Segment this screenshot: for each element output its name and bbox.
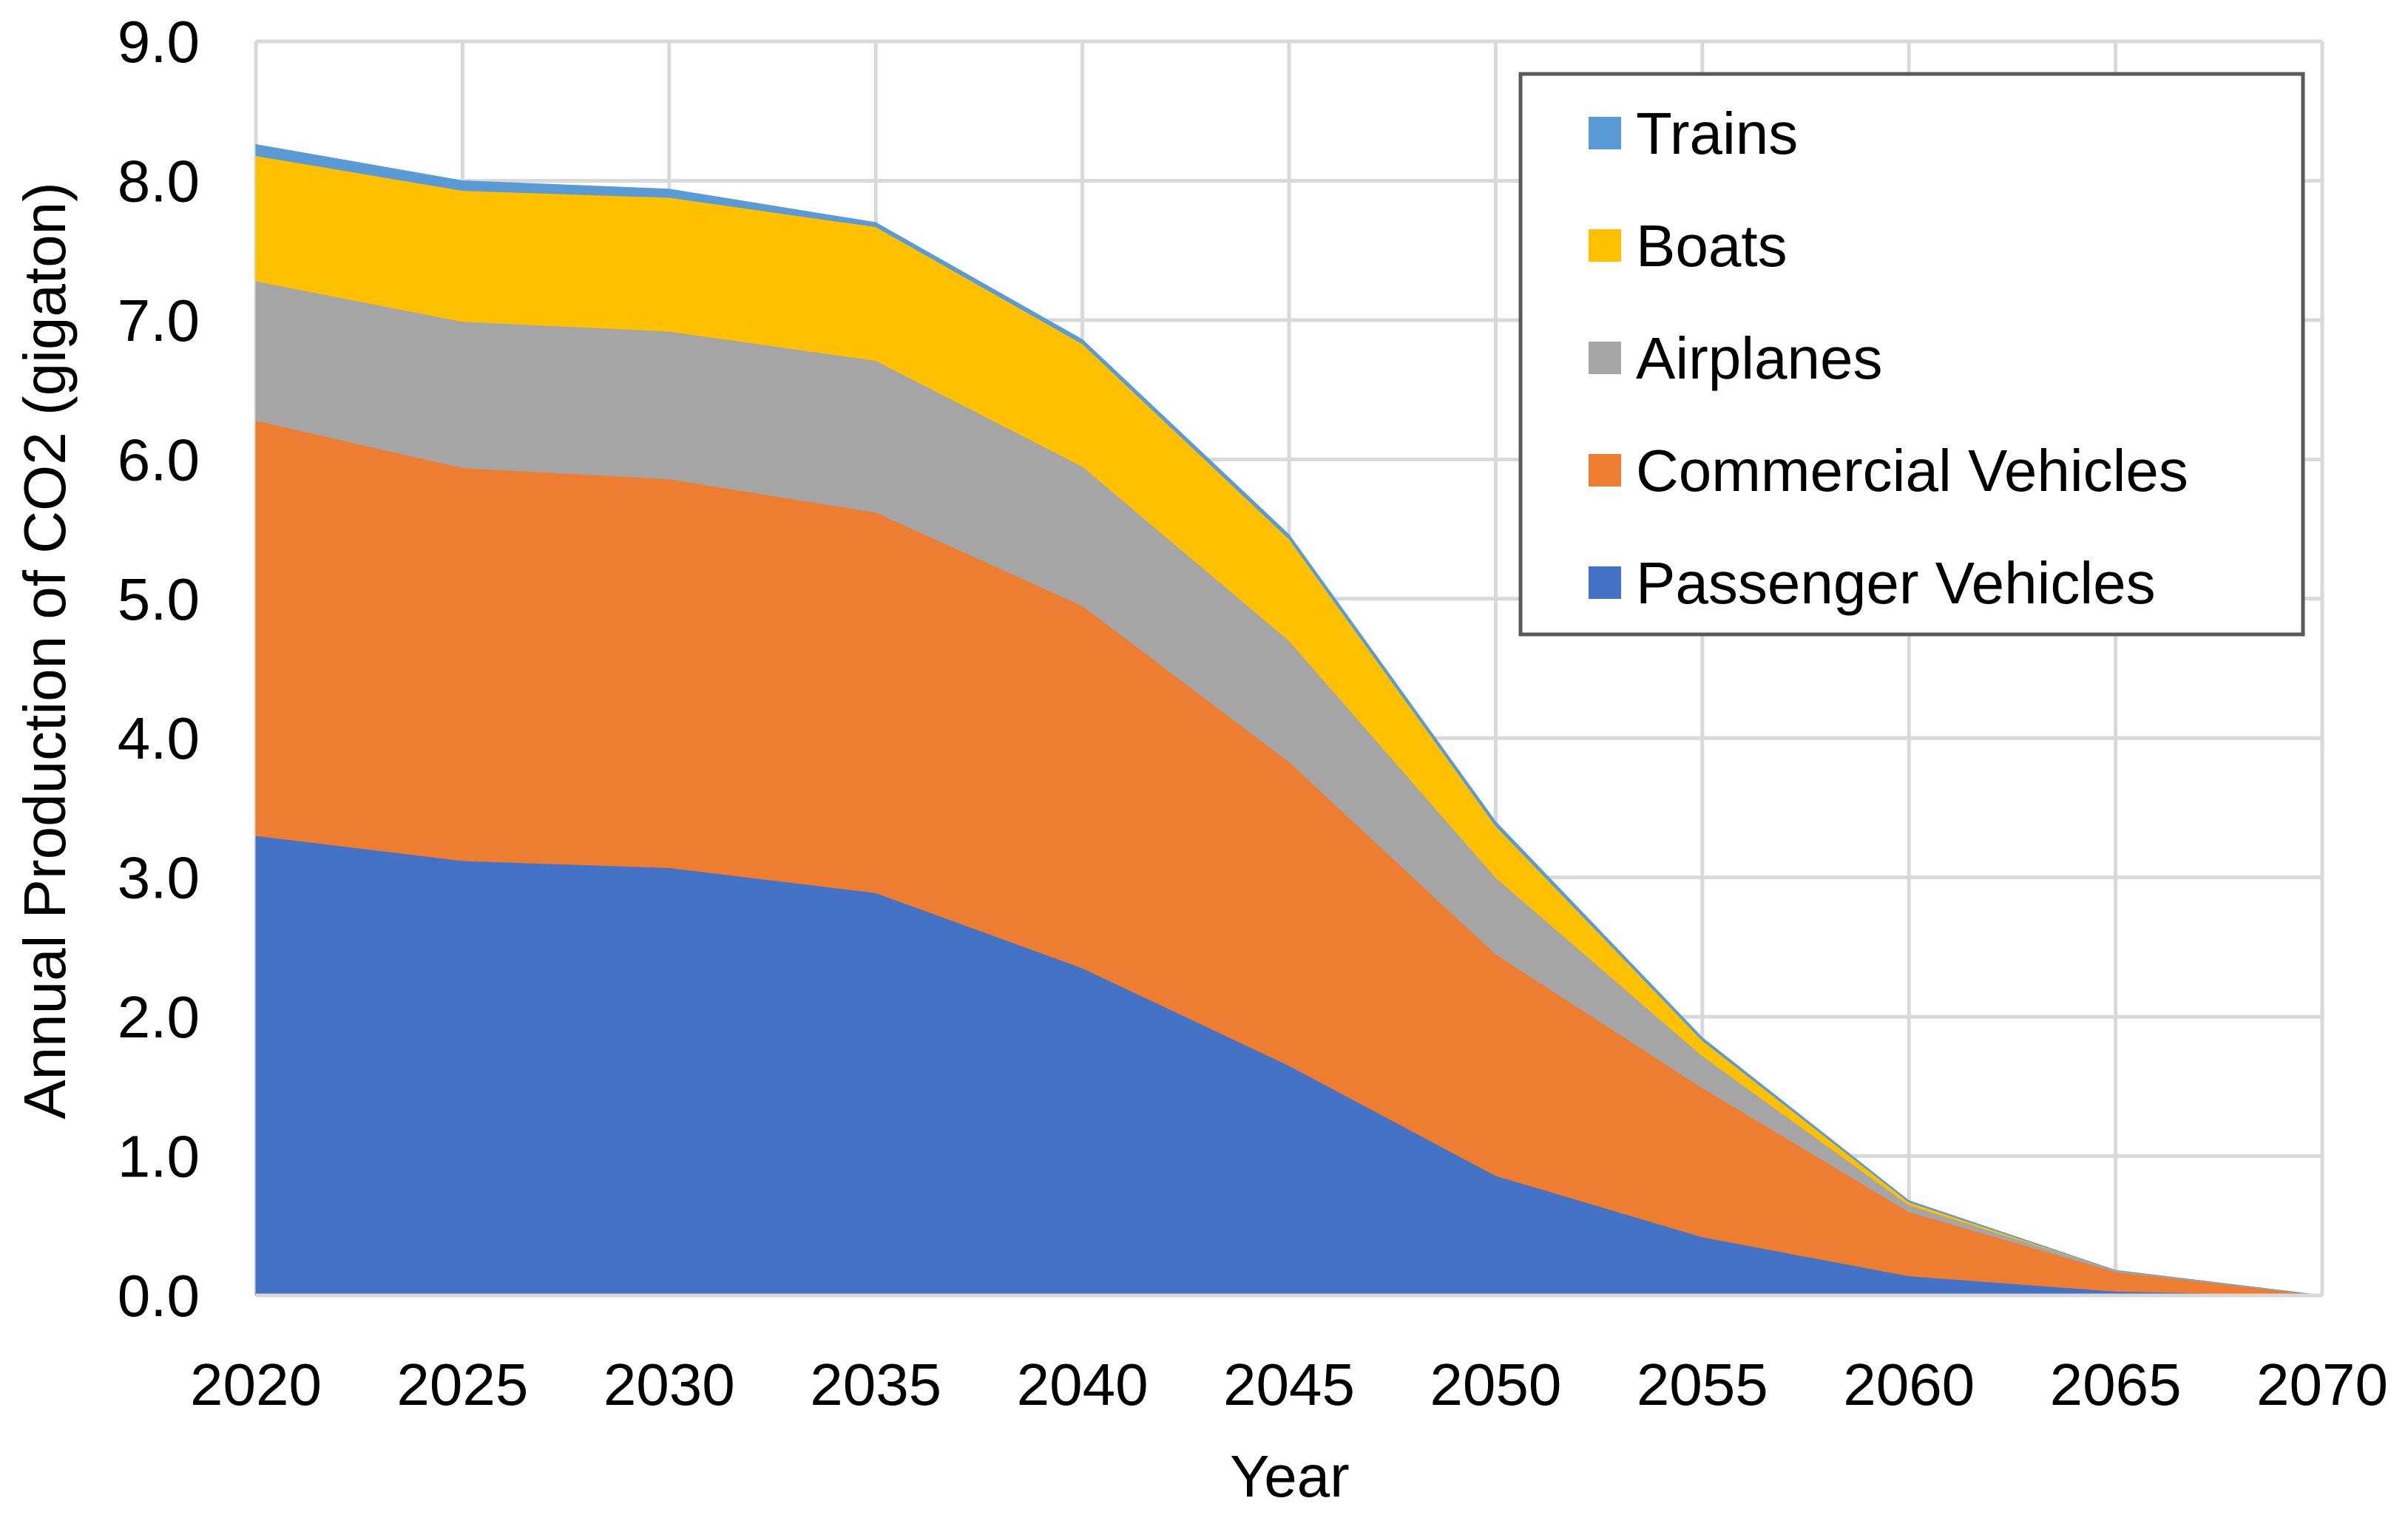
legend-swatch-trains [1589,117,1621,149]
x-tick-label: 2055 [1637,1352,1768,1417]
x-tick-label: 2060 [1843,1352,1975,1417]
x-tick-label: 2035 [810,1352,941,1417]
area-trains [255,143,2323,1296]
legend-label-trains: Trains [1636,101,1798,166]
x-tick-label: 2025 [396,1352,528,1417]
legend: Trains Boats Airplanes Commercial Vehicles P… [1518,72,2305,637]
x-tick-label: 2030 [603,1352,735,1417]
legend-label-boats: Boats [1636,213,1788,279]
legend-swatch-airplanes [1589,342,1621,374]
y-tick-label: 6.0 [118,427,200,492]
x-axis-title: Year [1230,1443,1350,1509]
y-tick-label: 0.0 [118,1263,200,1329]
y-axis-title: Annual Production of CO2 (gigaton) [12,182,78,1119]
x-tick-label: 2065 [2050,1352,2182,1417]
y-tick-label: 5.0 [118,566,200,632]
legend-swatch-boats [1589,229,1621,262]
y-tick-label: 2.0 [118,984,200,1050]
y-tick-labels: 0.0 1.0 2.0 3.0 4.0 5.0 6.0 7.0 8.0 9.0 [118,9,200,1329]
x-tick-label: 2050 [1430,1352,1561,1417]
x-tick-label: 2070 [2256,1352,2388,1417]
y-tick-label: 1.0 [118,1124,200,1190]
legend-label-commercial-vehicles: Commercial Vehicles [1636,438,2188,504]
area-series-layer [255,143,2323,1296]
legend-label-airplanes: Airplanes [1636,325,1883,391]
legend-swatch-passenger-vehicles [1589,566,1621,599]
legend-swatch-commercial-vehicles [1589,454,1621,487]
y-tick-label: 4.0 [118,705,200,771]
y-tick-label: 9.0 [118,9,200,75]
x-tick-labels: 2020 2025 2030 2035 2040 2045 2050 2055 2060 2065… [190,1352,2388,1417]
y-tick-label: 8.0 [118,148,200,214]
x-tick-label: 2040 [1017,1352,1149,1417]
legend-label-passenger-vehicles: Passenger Vehicles [1636,550,2156,616]
x-tick-label: 2045 [1223,1352,1355,1417]
x-tick-label: 2020 [190,1352,322,1417]
y-tick-label: 7.0 [118,288,200,353]
legend-box [1518,72,2305,637]
y-tick-label: 3.0 [118,845,200,911]
